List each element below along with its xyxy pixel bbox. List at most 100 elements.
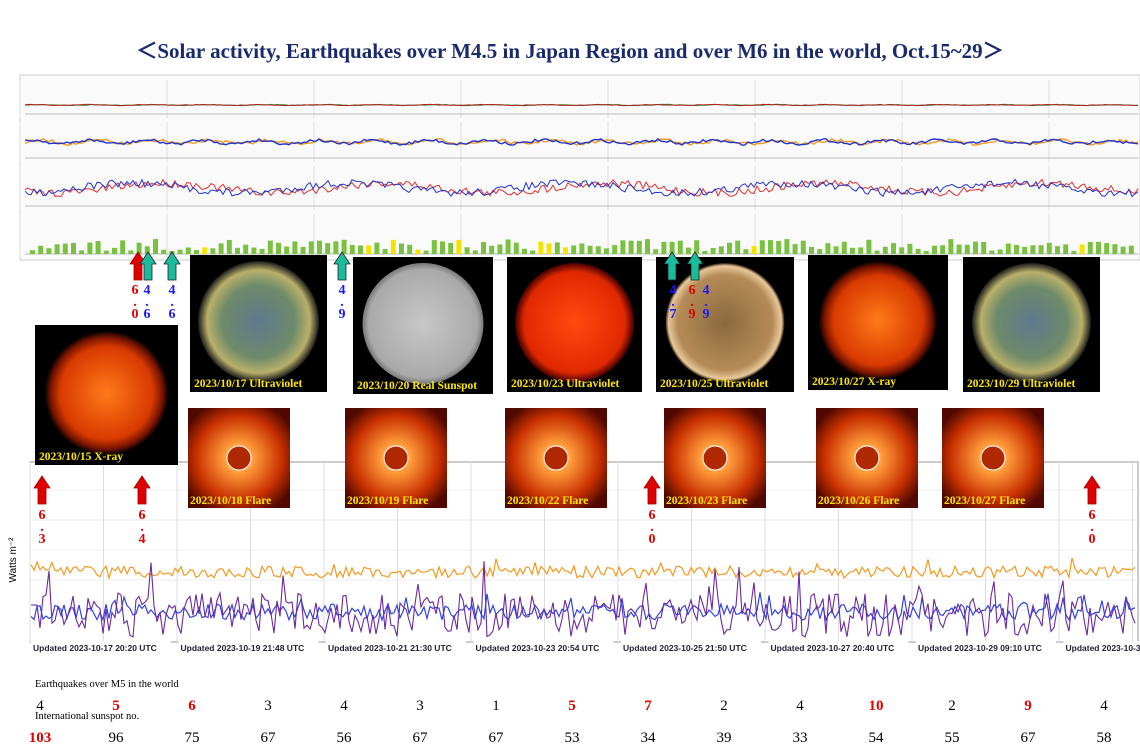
- row-value: 67: [489, 730, 505, 746]
- row-value: 54: [869, 730, 885, 746]
- magnitude-label: 6.3: [35, 508, 50, 544]
- magnitude-label: 4.9: [335, 283, 350, 319]
- update-bg: [1063, 641, 1140, 653]
- kp-bar: [1079, 244, 1085, 254]
- kp-bar: [669, 241, 675, 254]
- kp-bar: [595, 246, 601, 254]
- kp-bar: [866, 239, 872, 254]
- row-value: 2: [948, 698, 956, 714]
- updated-label: Updated 2023-10-17 20:20 UTC: [33, 643, 157, 653]
- kp-bar: [587, 245, 593, 254]
- kp-bar: [144, 246, 150, 254]
- kp-bar: [522, 248, 527, 254]
- trace: [24, 178, 1139, 198]
- kp-bar: [661, 241, 667, 254]
- kp-bar: [727, 242, 732, 254]
- flare-image-caption: 2023/10/18 Flare: [190, 495, 271, 507]
- kp-bar: [784, 239, 790, 254]
- magnitude-label: 6.0: [128, 283, 143, 319]
- kp-bar: [292, 241, 298, 254]
- update-bg: [916, 641, 1056, 653]
- kp-bar: [464, 247, 470, 254]
- row-value: 5: [112, 698, 120, 714]
- kp-bar: [472, 250, 478, 254]
- kp-bar: [1030, 245, 1036, 254]
- flare-image-caption: 2023/10/22 Flare: [507, 495, 588, 507]
- kp-bar: [431, 240, 437, 254]
- kp-bar: [743, 249, 749, 254]
- kp-bar: [366, 245, 372, 254]
- row-value: 34: [641, 730, 657, 746]
- kp-bar: [776, 240, 782, 254]
- flux-trace: [30, 557, 1136, 581]
- kp-bar: [1038, 245, 1044, 254]
- kp-bar: [505, 239, 511, 254]
- kp-bar: [1055, 246, 1060, 254]
- kp-bar: [628, 240, 634, 254]
- kp-bar: [571, 245, 577, 254]
- sun-image-caption: 2023/10/17 Ultraviolet: [194, 378, 302, 390]
- kp-bar: [136, 242, 142, 254]
- kp-bar: [210, 248, 216, 254]
- arrow: [686, 251, 704, 281]
- row-value: 6: [188, 698, 196, 714]
- kp-bar: [981, 241, 987, 254]
- magnitude-label: 6.9: [685, 283, 700, 319]
- row-value: 5: [568, 698, 576, 714]
- kp-bar: [341, 239, 347, 254]
- kp-bar: [841, 241, 847, 254]
- kp-bar: [940, 245, 946, 254]
- kp-bar: [103, 250, 109, 254]
- sun-image-caption: 2023/10/29 Ultraviolet: [967, 378, 1075, 390]
- occulter: [226, 445, 252, 471]
- kp-bar: [95, 241, 101, 254]
- arrow: [163, 251, 181, 281]
- magnitude-label: 4.9: [699, 283, 714, 319]
- kp-bar: [1014, 244, 1019, 254]
- sun-image-caption: 2023/10/27 X-ray: [812, 376, 896, 388]
- row-value: 56: [337, 730, 353, 746]
- kp-bar: [653, 249, 659, 254]
- row-value: 4: [36, 698, 44, 714]
- kp-bar: [62, 243, 68, 254]
- kp-bar: [284, 246, 290, 254]
- arrow: [643, 475, 661, 505]
- magnitude-label: 6.4: [135, 508, 150, 544]
- kp-bar: [907, 243, 913, 254]
- updated-label: Updated 2023-10-27 20:40 UTC: [771, 643, 895, 653]
- kp-bar: [923, 250, 929, 254]
- kp-bar: [202, 247, 208, 254]
- sun-image-caption: 2023/10/20 Real Sunspot: [357, 380, 477, 392]
- kp-bar: [948, 239, 954, 254]
- magnitude-label: 4.6: [140, 283, 155, 319]
- kp-bar: [1128, 245, 1134, 254]
- arrow: [33, 475, 51, 505]
- kp-bar: [358, 245, 363, 254]
- kp-bar: [128, 250, 134, 254]
- kp-bar: [563, 247, 568, 254]
- sun-disk: [362, 263, 484, 384]
- updated-label: Updated 2023-10-29 09:10 UTC: [918, 643, 1042, 653]
- sun-image-caption: 2023/10/23 Ultraviolet: [511, 378, 619, 390]
- kp-bar: [702, 250, 708, 254]
- kp-bar: [1046, 242, 1052, 254]
- update-bg: [621, 641, 761, 653]
- kp-bar: [1120, 246, 1126, 254]
- sun-disk: [198, 261, 319, 382]
- kp-bar: [1087, 241, 1093, 254]
- kp-bar: [440, 241, 445, 254]
- arrow: [1083, 475, 1101, 505]
- kp-bar: [989, 250, 995, 254]
- kp-bar: [308, 241, 314, 254]
- kp-bar: [399, 243, 404, 254]
- kp-bar: [79, 250, 85, 254]
- magnitude-label: 4.6: [165, 283, 180, 319]
- kp-bar: [1022, 246, 1028, 254]
- kp-bar: [267, 240, 273, 254]
- kp-bar: [620, 240, 626, 254]
- kp-bar: [317, 240, 322, 254]
- magnitude-label: 4.7: [666, 283, 681, 319]
- kp-bar: [218, 243, 224, 254]
- kp-bar: [243, 244, 249, 254]
- sun-disk: [515, 263, 634, 382]
